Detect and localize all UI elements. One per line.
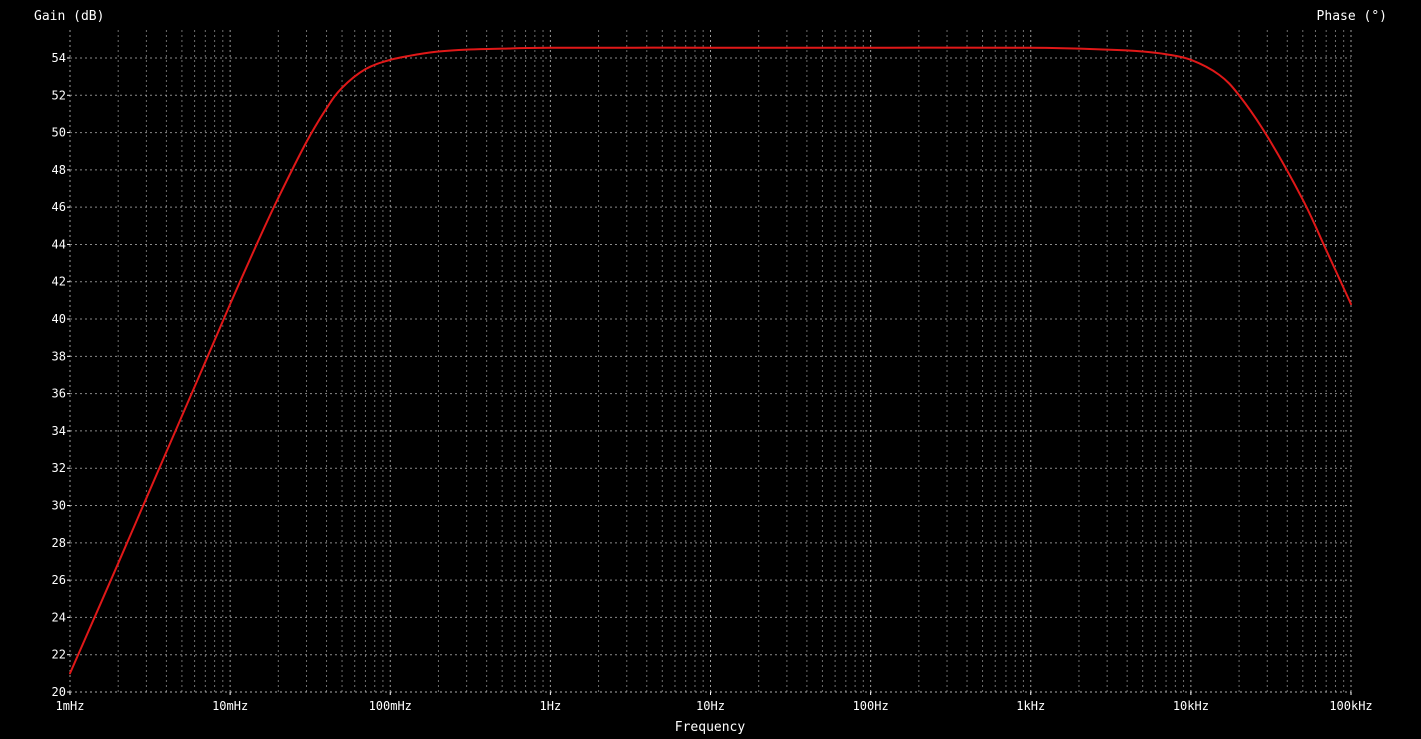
right-axis-title: Phase (°) [1317,9,1387,24]
gain-series-line [69,46,1352,675]
y-tick-label: 42 [52,275,66,289]
y-tick-label: 20 [52,685,66,699]
x-tick-label: 100mHz [369,699,412,713]
tick-labels: 20 22 24 26 28 30 32 34 36 38 40 42 44 46 48 50 52 54 1mHz… [52,51,1373,713]
x-axis-title: Frequency [675,720,746,735]
y-tick-label: 48 [52,163,66,177]
y-tick-label: 26 [52,573,66,587]
y-tick-label: 36 [52,387,66,401]
y-tick-label: 40 [52,312,66,326]
x-tick-label: 1kHz [1016,699,1045,713]
x-tick-label: 100Hz [853,699,889,713]
left-axis-title: Gain (dB) [34,9,104,24]
x-tick-label: 10mHz [212,699,248,713]
x-tick-label: 10Hz [696,699,725,713]
y-tick-label: 28 [52,536,66,550]
y-tick-label: 50 [52,126,66,140]
y-tick-label: 38 [52,349,66,363]
x-tick-label: 10kHz [1173,699,1209,713]
y-tick-label: 54 [52,51,66,65]
y-tick-label: 24 [52,610,66,624]
y-tick-label: 52 [52,88,66,102]
x-tick-label: 1Hz [540,699,562,713]
y-tick-label: 22 [52,648,66,662]
y-tick-label: 44 [52,237,66,251]
y-tick-label: 46 [52,200,66,214]
y-tick-label: 30 [52,499,66,513]
x-tick-label: 100kHz [1329,699,1372,713]
y-tick-label: 32 [52,461,66,475]
grid [69,30,1352,693]
gain-trace [69,46,1352,675]
x-tick-label: 1mHz [56,699,85,713]
y-tick-label: 34 [52,424,66,438]
